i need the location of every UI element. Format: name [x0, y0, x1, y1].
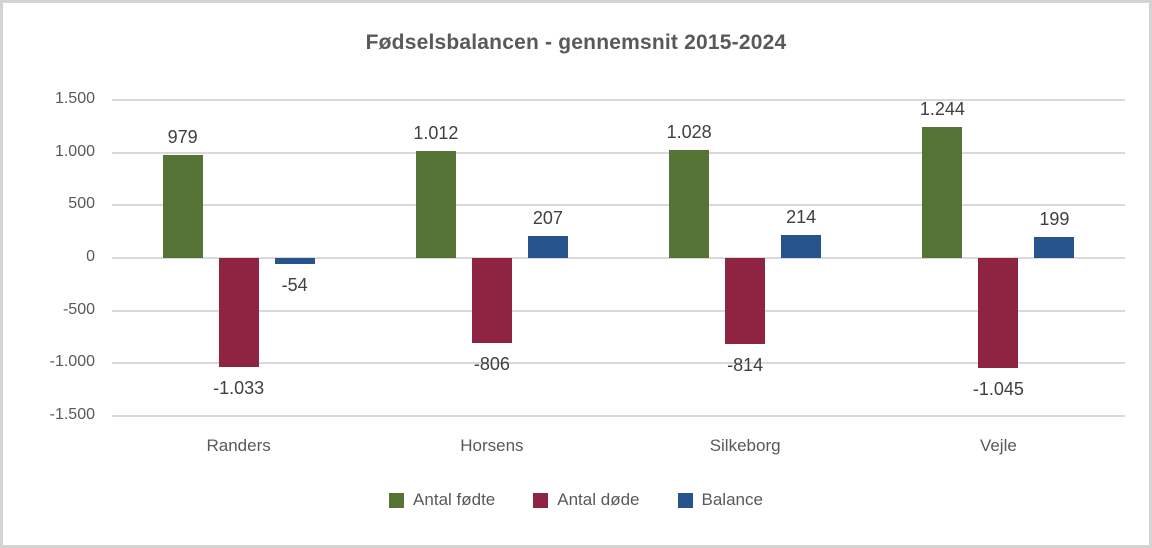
- gridline: [112, 362, 1125, 365]
- y-tick-label: 1.000: [54, 142, 95, 160]
- legend-item-balance: Balance: [677, 490, 763, 510]
- data-label: 1.012: [413, 123, 459, 144]
- bar-balance-horsens: [527, 236, 568, 258]
- data-label: 207: [532, 208, 563, 229]
- data-label: -1.033: [213, 377, 265, 398]
- y-tick-label: -1.500: [49, 406, 95, 423]
- data-label: 1.028: [666, 121, 712, 142]
- x-tick-label-horsens: Horsens: [460, 436, 524, 455]
- y-tick-label: -1.000: [49, 353, 95, 371]
- legend-label: Antal fødte: [413, 490, 496, 509]
- legend-swatch-icon: [389, 492, 405, 508]
- chart-title: Fødselsbalancen - gennemsnit 2015-2024: [365, 31, 787, 54]
- bar-antal-f-dte-horsens: [415, 151, 456, 258]
- y-tick-label: 0: [86, 248, 95, 265]
- legend-label: Antal døde: [557, 490, 640, 509]
- bar-antal-f-dte-vejle: [922, 126, 963, 258]
- bar-balance-silkeborg: [781, 235, 822, 258]
- gridline: [112, 99, 1125, 101]
- x-tick-label-silkeborg: Silkeborg: [709, 436, 781, 455]
- bar-balance-vejle: [1034, 237, 1075, 258]
- bar-antal-d-de-randers: [218, 258, 259, 367]
- bar-antal-f-dte-randers: [162, 154, 203, 258]
- legend-item-antal-f-dte: Antal fødte: [389, 490, 495, 510]
- data-label: 214: [786, 207, 817, 228]
- y-tick-label: 1.500: [54, 90, 95, 107]
- bar-antal-f-dte-silkeborg: [669, 149, 710, 258]
- legend-item-antal-d-de: Antal døde: [533, 490, 640, 510]
- gridline: [112, 309, 1125, 312]
- plot-area: 979 1.012 1.028 1.244 -1.033 -806 -814 -1.045 -5…: [112, 98, 1125, 417]
- y-tick-label: 500: [68, 195, 95, 213]
- legend-label: Balance: [701, 490, 763, 509]
- data-label: -806: [473, 353, 510, 374]
- bar-balance-randers: [274, 258, 315, 264]
- gridline: [112, 204, 1125, 207]
- data-label: 199: [1039, 209, 1070, 230]
- y-tick-label: -500: [62, 300, 95, 318]
- x-tick-label-vejle: Vejle: [979, 436, 1017, 455]
- legend: Antal fødte Antal døde Balance: [3, 490, 1149, 510]
- gridline: [112, 415, 1125, 417]
- gridline: [112, 151, 1125, 154]
- data-label: -54: [281, 274, 308, 295]
- legend-swatch-icon: [677, 492, 693, 508]
- data-label: 1.244: [919, 98, 965, 119]
- gridline: [112, 257, 1125, 259]
- data-label: -814: [727, 354, 764, 375]
- data-label: 979: [167, 126, 198, 147]
- data-label: -1.045: [972, 379, 1024, 400]
- bar-antal-d-de-vejle: [978, 258, 1019, 369]
- bar-antal-d-de-silkeborg: [725, 258, 766, 344]
- bar-antal-d-de-horsens: [471, 258, 512, 343]
- legend-swatch-icon: [533, 492, 549, 508]
- x-tick-label-randers: Randers: [206, 436, 271, 455]
